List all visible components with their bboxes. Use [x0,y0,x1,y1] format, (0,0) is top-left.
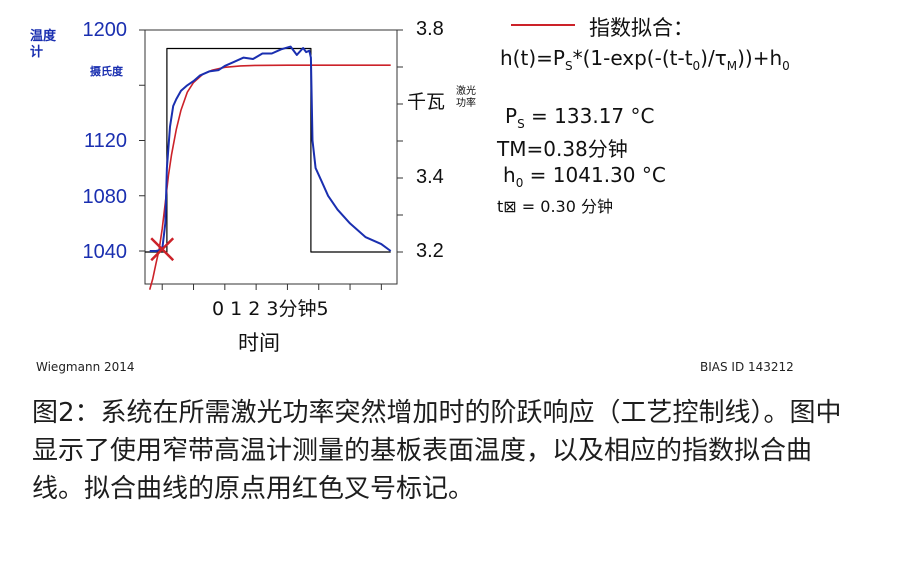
figure-caption: 图2：系统在所需激光功率突然增加时的阶跃响应（工艺控制线）。图中显示了使用窄带高… [32,398,842,504]
y-left-tick-marks [139,29,145,252]
fit-formula: h(t)=PS*(1-exp(-(t-t0)/τM))+h0 [500,46,790,73]
y-left-tick-1040: 1040 [83,241,128,263]
y-left-tick-1120: 1120 [84,130,127,152]
y-right-tick-marks [397,29,403,253]
series-measured-temperature-line [149,45,392,252]
y-right-label: 千瓦 [407,91,445,113]
plot-frame [144,29,398,285]
y-left-unit: 摄氏度 [90,64,124,78]
footer-bias-id: BIAS ID 143212 [700,360,794,374]
param-h0: h0 = 1041.30 °C [503,163,666,190]
y-left-tick-1080: 1080 [83,186,128,208]
param-t0: t⊠ = 0.30 分钟 [497,197,613,216]
x-tick-labels: 0 1 2 3分钟5 [212,298,329,320]
series-exponential-fit-line [148,64,391,290]
y-left-label: 温度计 [30,28,57,60]
y-right-tick-3.2: 3.2 [416,240,444,262]
y-right-label-sub: 激光功率 [456,84,476,109]
fit-origin-cross-marker [150,237,175,262]
series-laser-power-line [145,47,391,253]
param-ps: PS = 133.17 °C [505,104,655,131]
series-layer [145,45,392,290]
x-axis-label: 时间 [238,331,280,355]
legend-label: 指数拟合： [589,16,694,40]
param-tm: TM=0.38分钟 [497,137,628,161]
y-left-tick-1200: 1200 [83,19,128,41]
y-right-tick-3.4: 3.4 [416,166,444,188]
legend-swatch [511,24,575,26]
y-right-tick-3.8: 3.8 [416,18,444,40]
footer-author: Wiegmann 2014 [36,360,135,374]
x-tick-marks [161,284,382,290]
